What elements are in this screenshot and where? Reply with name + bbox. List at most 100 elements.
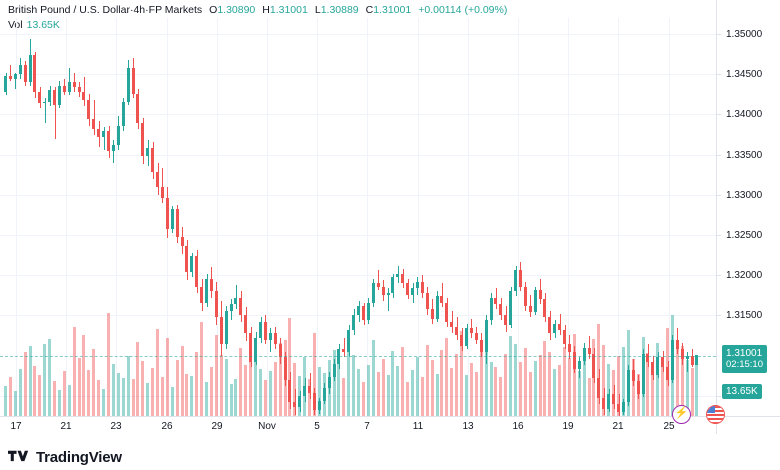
candle-body bbox=[588, 347, 592, 355]
volume-bar bbox=[686, 359, 690, 416]
volume-bar bbox=[691, 367, 695, 416]
volume-bar bbox=[156, 328, 160, 416]
volume-bar bbox=[421, 376, 425, 416]
candle-wick bbox=[104, 127, 105, 150]
candle-body bbox=[357, 305, 361, 316]
symbol-name[interactable]: British Pound / U.S. Dollar bbox=[8, 4, 130, 16]
candle-wick bbox=[162, 167, 163, 203]
candle-body bbox=[215, 291, 219, 318]
open-value: 1.30890 bbox=[217, 4, 256, 16]
candle-body bbox=[318, 400, 322, 411]
ohlc-open: O1.30890 bbox=[209, 4, 255, 17]
candle-body bbox=[92, 119, 96, 129]
candle-body bbox=[431, 309, 435, 319]
time-tick-label: 21 bbox=[612, 421, 624, 432]
candle-wick bbox=[310, 373, 311, 400]
volume-bar bbox=[97, 379, 101, 416]
volume-bar bbox=[695, 359, 699, 416]
candle-wick bbox=[113, 140, 114, 163]
candle-body bbox=[509, 291, 513, 326]
bolt-icon[interactable]: ⚡ bbox=[672, 405, 691, 424]
us-flag-icon[interactable] bbox=[706, 405, 725, 424]
candle-wick bbox=[442, 283, 443, 308]
volume-bar bbox=[661, 361, 665, 416]
volume-bar bbox=[588, 378, 592, 416]
candle-body bbox=[190, 255, 194, 273]
tradingview-footer[interactable]: TradingView bbox=[8, 450, 122, 465]
candle-body bbox=[225, 310, 229, 345]
candle-body bbox=[269, 333, 273, 340]
volume-pill[interactable]: 13.65K bbox=[722, 384, 762, 399]
candle-wick bbox=[270, 328, 271, 353]
candle-wick bbox=[388, 288, 389, 311]
tradingview-logo-icon bbox=[8, 450, 29, 462]
candle-wick bbox=[55, 87, 56, 139]
chart-plot-area[interactable] bbox=[0, 18, 716, 416]
price-tick-mark bbox=[716, 114, 721, 115]
exchange-label[interactable]: FP Markets bbox=[148, 4, 203, 16]
interval-label[interactable]: 4h bbox=[133, 4, 146, 16]
candle-wick bbox=[295, 389, 296, 416]
price-axis-divider bbox=[716, 0, 717, 434]
price-axis[interactable]: 1.35000 1.34500 1.34000 1.33500 1.33000 1.325… bbox=[716, 0, 780, 470]
candle-body bbox=[548, 317, 552, 334]
volume-bar bbox=[146, 383, 150, 416]
volume-bar bbox=[470, 363, 474, 416]
candle-body bbox=[514, 270, 518, 292]
volume-label: Vol bbox=[8, 19, 23, 31]
volume-bar bbox=[494, 367, 498, 416]
candle-body bbox=[666, 366, 670, 380]
volume-bar bbox=[612, 369, 616, 416]
volume-bar bbox=[112, 363, 116, 416]
price-tick-label: 1.32500 bbox=[726, 230, 763, 241]
volume-bar bbox=[367, 364, 371, 416]
candle-body bbox=[470, 328, 474, 334]
candle-body bbox=[244, 315, 248, 334]
candle-body bbox=[9, 75, 13, 80]
volume-bar bbox=[136, 342, 140, 416]
candle-body bbox=[176, 209, 180, 237]
time-tick-label: 26 bbox=[161, 421, 173, 432]
candle-body bbox=[372, 283, 376, 303]
candle-body bbox=[671, 339, 675, 380]
candle-body bbox=[475, 333, 479, 340]
price-tick-mark bbox=[716, 74, 721, 75]
time-tick-label: 25 bbox=[663, 421, 675, 432]
volume-bar bbox=[362, 381, 366, 416]
volume-bar bbox=[416, 356, 420, 416]
time-tick-label: 17 bbox=[10, 421, 22, 432]
price-tick-mark bbox=[716, 275, 721, 276]
volume-bar bbox=[431, 360, 435, 416]
volume-bar bbox=[411, 370, 415, 416]
candle-body bbox=[681, 349, 685, 359]
volume-bar bbox=[122, 378, 126, 416]
candle-body bbox=[195, 255, 199, 287]
volume-bar bbox=[308, 379, 312, 416]
volume-bar bbox=[337, 353, 341, 416]
volume-bar bbox=[607, 364, 611, 416]
volume-bar bbox=[568, 358, 572, 416]
candle-body bbox=[107, 130, 111, 152]
volume-bar bbox=[78, 358, 82, 416]
volume-bar bbox=[455, 354, 459, 416]
volume-bar bbox=[127, 355, 131, 416]
candle-body bbox=[171, 209, 175, 229]
candle-body bbox=[450, 321, 454, 327]
volume-bar bbox=[215, 335, 219, 416]
current-price-pill[interactable]: 1.31001 02:15:10 bbox=[722, 345, 767, 373]
candle-body bbox=[607, 394, 611, 409]
candle-body bbox=[112, 145, 116, 152]
price-tick-label: 1.31500 bbox=[726, 310, 763, 321]
volume-bar bbox=[293, 362, 297, 416]
time-tick-label: 11 bbox=[412, 421, 424, 432]
volume-bar bbox=[372, 339, 376, 416]
volume-bar bbox=[352, 355, 356, 416]
price-tick-label: 1.34000 bbox=[726, 109, 763, 120]
volume-bar bbox=[553, 369, 557, 416]
candle-body bbox=[259, 321, 263, 338]
candle-body bbox=[19, 64, 23, 75]
volume-bar bbox=[313, 333, 317, 416]
candle-body bbox=[210, 278, 214, 292]
candle-body bbox=[362, 305, 366, 321]
volume-bar bbox=[651, 365, 655, 416]
